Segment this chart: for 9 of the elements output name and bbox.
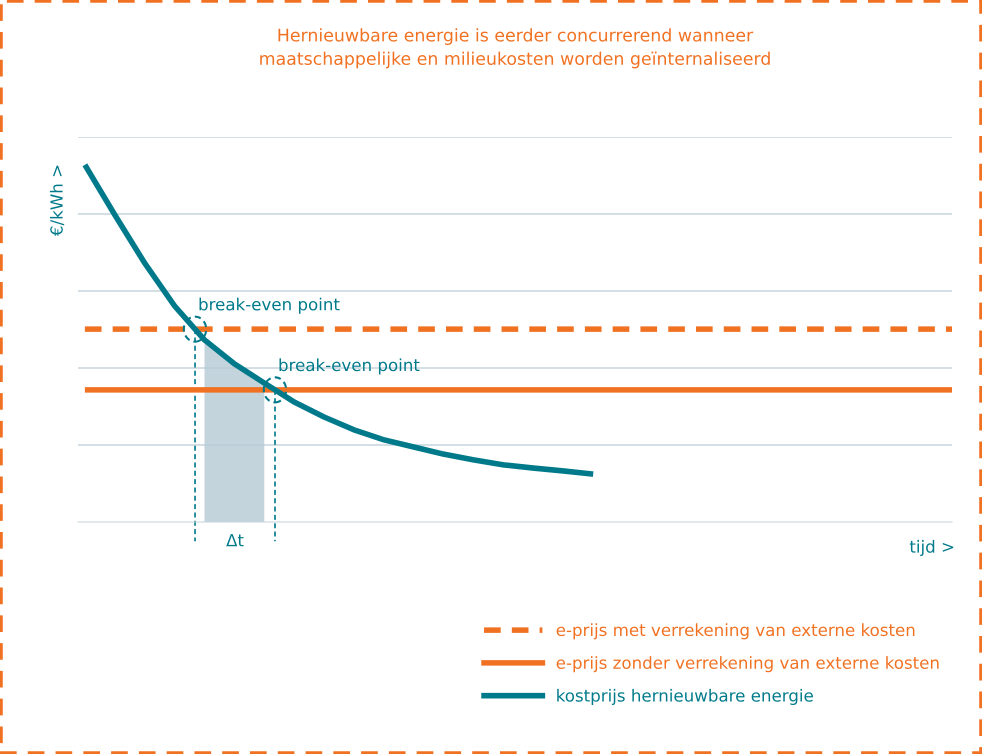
annotation: break-even point (200, 298, 340, 314)
x-axis-title: tijd > (910, 540, 954, 556)
chart-title: Hernieuwbare energie is eerder concurrerend wanneer maatschappelijke en milieukosten worden geïnternaliseerd (260, 28, 770, 68)
legend-label: e-prijs met verrekening van externe kosten (556, 623, 914, 640)
text: Δt (226, 534, 244, 546)
annotation: break-even point (280, 358, 420, 374)
legend-label: kostprijs hernieuwbare energie (557, 688, 813, 705)
legend-label: e-prijs zonder verrekening van externe kosten (556, 656, 939, 672)
y-axis-title: €/kWh > (50, 166, 64, 236)
